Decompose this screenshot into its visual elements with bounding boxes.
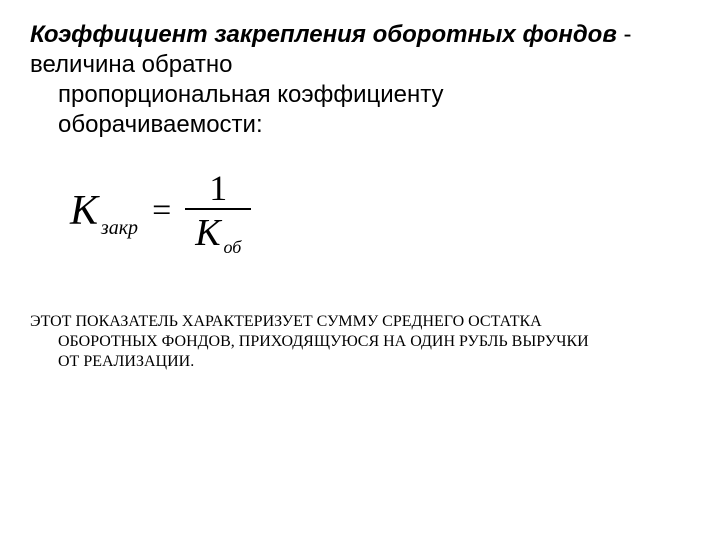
lhs-symbol: К [70,190,98,232]
formula: К закр = 1 К об [70,170,251,252]
explain-line-3: ОТ РЕАЛИЗАЦИИ. [30,352,194,372]
dash: - [617,21,632,48]
equals-sign: = [152,194,171,228]
rest-line-2: пропорциональная коэффициенту [30,80,444,110]
formula-lhs: К закр [70,190,138,232]
fraction: 1 К об [185,170,251,252]
denominator: К об [195,210,241,252]
slide-page: Коэффициент закрепления оборотных фондов… [0,0,720,540]
numerator: 1 [185,170,251,208]
rest-line-3: оборачиваемости: [30,110,263,140]
explain-line-2: ОБОРОТНЫХ ФОНДОВ, ПРИХОДЯЩУЮСЯ НА ОДИН Р… [30,332,589,352]
explain-line-1: ЭТОТ ПОКАЗАТЕЛЬ ХАРАКТЕРИЗУЕТ СУММУ СРЕД… [30,313,542,330]
formula-block: К закр = 1 К об [70,170,690,252]
lhs-subscript: закр [101,217,138,240]
explanation-paragraph: ЭТОТ ПОКАЗАТЕЛЬ ХАРАКТЕРИЗУЕТ СУММУ СРЕД… [30,312,690,372]
definition-paragraph: Коэффициент закрепления оборотных фондов… [30,20,690,140]
den-symbol: К [195,214,220,252]
den-subscript: об [223,237,241,258]
rest-line-1: величина обратно [30,51,232,78]
term-text: Коэффициент закрепления оборотных фондов [30,21,617,48]
